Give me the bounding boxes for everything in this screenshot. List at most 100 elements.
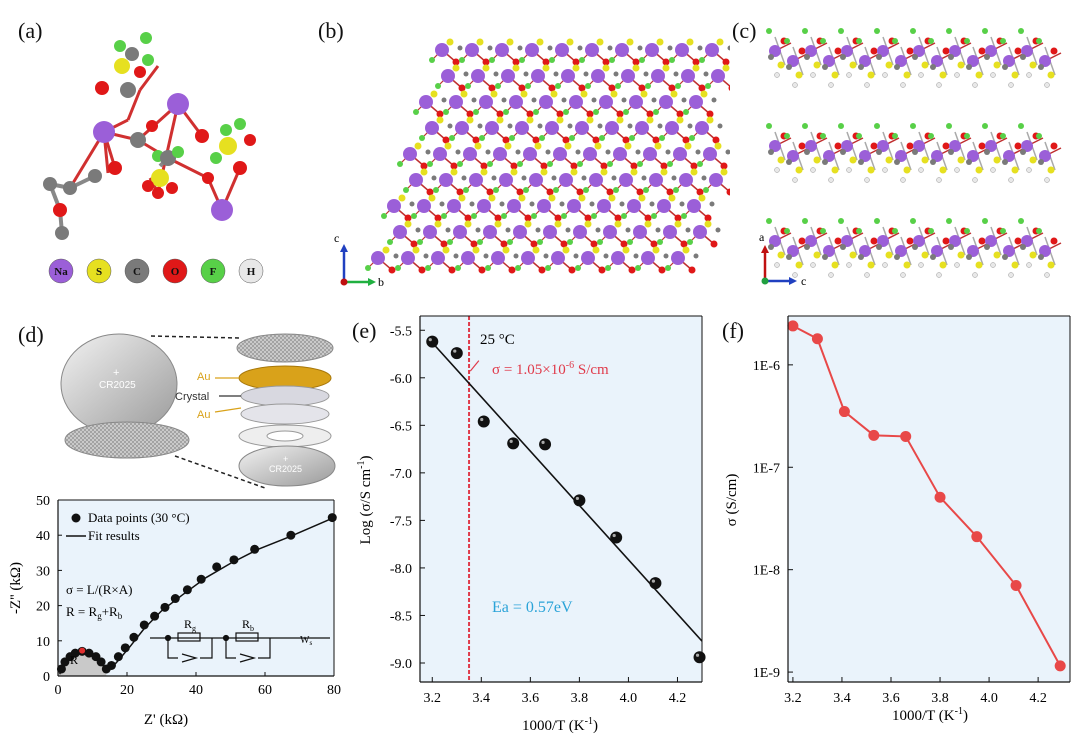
legend-d: Data points (30 °C) Fit results (66, 510, 190, 543)
x-tick-label-d: 0 (55, 683, 62, 698)
axis-b-label-b: b (378, 275, 384, 289)
axis-c-label-b: c (334, 231, 339, 245)
panel-letter-d: (d) (18, 322, 44, 347)
data-point-f (868, 429, 880, 441)
y-tick-label-d: 20 (36, 600, 50, 615)
y-axis-label-e: Log (σ/S cm-1) (356, 456, 374, 545)
equivalent-circuit (150, 632, 330, 663)
cell-label-1: CR2025 (99, 380, 136, 391)
data-point-d (84, 648, 94, 658)
legend-atom-o: O (162, 258, 188, 284)
x-tick-label-d: 20 (120, 683, 134, 698)
svg-text:+: + (113, 367, 119, 379)
y-tick-label-d: 0 (43, 670, 50, 685)
data-point-d (96, 657, 106, 667)
plot-area-f (788, 316, 1070, 682)
data-point-d (120, 643, 130, 653)
sigma-label-e: σ = 1.05×10-6 S/cm (492, 360, 609, 378)
data-point-d (113, 652, 123, 662)
data-point-e (477, 415, 490, 428)
axis-triad-c: a c (759, 230, 806, 288)
ea-label-e: Ea = 0.57eV (492, 599, 573, 616)
panel-letter-f: (f) (722, 318, 744, 343)
legend-fit-d: Fit results (88, 528, 140, 543)
circuit-rb-label: Rb (242, 617, 254, 633)
equation-r: R = Rg+Rb (66, 604, 123, 621)
x-tick-label-f: 3.2 (784, 691, 802, 706)
y-axis-label-d: -Z'' (kΩ) (8, 562, 24, 614)
data-point-d (212, 562, 222, 572)
y-tick-label-d: 50 (36, 494, 50, 509)
crystal-packing-c: a c (759, 28, 1062, 288)
au-bottom-label: Au (197, 409, 210, 421)
data-point-d (106, 660, 116, 670)
panel-letter-e: (e) (352, 318, 377, 343)
data-point-e (693, 651, 706, 664)
x-tick-label-f: 3.8 (931, 691, 949, 706)
x-tick-label-f: 3.6 (882, 691, 900, 706)
plot-area-e (420, 316, 702, 682)
x-tick-label-f: 3.4 (833, 691, 851, 706)
axis-triad-b: c b (334, 231, 384, 289)
panel-letter-b: (b) (318, 18, 344, 43)
data-point-d (56, 664, 66, 674)
x-axis-label-e: 1000/T (K-1) (522, 716, 598, 734)
legend-atom-label: C (133, 266, 141, 278)
x-tick-label-f: 4.0 (980, 691, 998, 706)
data-point-d (229, 555, 239, 565)
molecule-structure (43, 32, 256, 240)
data-point-d (139, 620, 149, 630)
data-point-e (450, 347, 463, 360)
x-tick-label-d: 80 (327, 683, 341, 698)
circuit-rg-label: Rg (184, 617, 196, 633)
arrhenius-chart: 3.2 3.4 3.6 3.8 4.0 4.2 -5.5 -6.0 -6.5 -7.0 -7.5 -8… (356, 315, 706, 734)
y-tick-label-d: 10 (36, 635, 50, 650)
data-point-f (787, 320, 799, 332)
data-point-d (170, 594, 180, 604)
panel-letter-c: (c) (732, 18, 757, 43)
plot-area-d (58, 500, 334, 676)
data-point-e (539, 438, 552, 451)
x-tick-label-f: 4.2 (1029, 691, 1047, 706)
data-point-d (327, 513, 337, 523)
data-point-d (196, 574, 206, 584)
data-point-d (129, 632, 139, 642)
x-axis-label-d: Z' (kΩ) (144, 712, 188, 728)
legend-atom-f: F (200, 258, 226, 284)
coin-cell-diagram: CR2025 + CR2025 + Au Crystal Au (60, 333, 336, 489)
r-label: R (70, 653, 78, 667)
axis-a-label-c: a (759, 230, 765, 244)
y-tick-label-e: -6.5 (390, 419, 412, 434)
data-point-e (649, 577, 662, 590)
x-axis-label-f: 1000/T (K-1) (892, 706, 968, 724)
coin-cell-mesh (64, 421, 190, 459)
conductivity-chart: 3.2 3.4 3.6 3.8 4.0 4.2 1E-6 1E-7 1E-8 1E-9 1000/… (724, 315, 1071, 724)
x-tick-label-d: 40 (189, 683, 203, 698)
data-point-e (507, 437, 520, 450)
y-tick-label-f: 1E-8 (753, 564, 780, 579)
data-point-f (971, 531, 983, 543)
data-point-e (573, 494, 586, 507)
data-point-f (1010, 580, 1022, 592)
data-point-f (811, 333, 823, 345)
y-tick-label-e: -8.0 (390, 562, 412, 577)
element-legend: Na S C O F H (46, 256, 266, 286)
data-point-d (286, 530, 296, 540)
au-top-label: Au (197, 371, 210, 383)
data-point-f (1054, 660, 1066, 672)
legend-atom-label: Na (54, 266, 68, 278)
x-tick-label-e: 4.2 (669, 691, 687, 706)
data-point-d (160, 602, 170, 612)
data-point-d (70, 648, 80, 658)
y-tick-label-f: 1E-6 (753, 359, 780, 374)
x-tick-label-e: 3.8 (571, 691, 589, 706)
panel-letter-a: (a) (18, 18, 43, 43)
svg-text:+: + (283, 454, 288, 464)
data-point-f (934, 491, 946, 503)
legend-points-d: Data points (30 °C) (88, 510, 190, 525)
molecule-atoms (43, 32, 256, 240)
circuit-w-label: Ws (300, 635, 312, 647)
temp-label-e: 25 °C (480, 332, 515, 348)
legend-atom-h: H (238, 258, 264, 284)
x-tick-label-e: 4.0 (620, 691, 638, 706)
